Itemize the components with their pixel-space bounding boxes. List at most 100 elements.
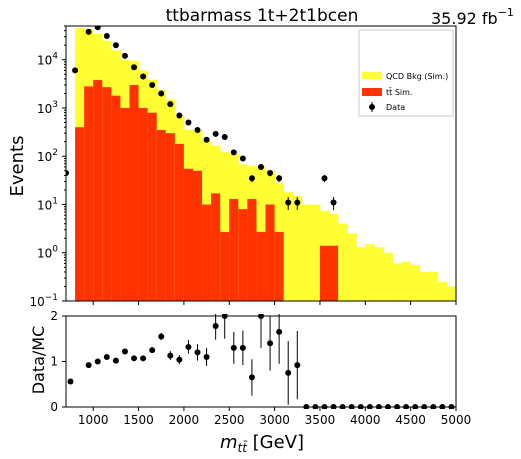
ttbar-bar: [220, 231, 230, 301]
ratio-point: [267, 340, 274, 347]
data-point: [194, 126, 201, 133]
ratio-panel: 0 1 2 1000 1500 2000 2500 3000 3500 4000 4500 5000: [50, 309, 472, 427]
ratio-point: [103, 353, 110, 360]
data-point: [185, 119, 192, 126]
data-point: [66, 169, 69, 176]
qcd-bar: [392, 263, 402, 301]
qcd-bar: [347, 233, 357, 301]
ratio-point: [94, 358, 101, 365]
ttbar-bar: [102, 87, 112, 301]
data-point: [248, 175, 255, 182]
ratio-point: [131, 355, 138, 362]
luminosity-exponent: −1: [498, 6, 514, 19]
data-point: [330, 199, 337, 206]
ttbar-bar: [84, 86, 94, 301]
legend: QCD Bkg (Sim.) tt̄ Sim. Data: [358, 29, 454, 117]
ratio-point: [121, 348, 128, 355]
ttbar-bar: [192, 170, 203, 301]
data-point: [158, 90, 165, 97]
x-tick-label: 5000: [441, 413, 472, 427]
y-tick-label: 10−1: [29, 293, 58, 309]
ttbar-bar: [202, 204, 212, 301]
ttbar-bar: [147, 112, 158, 301]
x-tick-label: 2500: [214, 413, 245, 427]
ttbar-bar: [229, 198, 239, 301]
qcd-bar: [383, 252, 393, 301]
qcd-bar: [220, 151, 230, 301]
x-tick-label: 3000: [259, 413, 290, 427]
ratio-point: [294, 362, 301, 369]
data-point: [85, 28, 92, 35]
data-point: [258, 163, 264, 170]
ttbar-bar: [75, 127, 85, 301]
ttbar-bar: [93, 80, 103, 301]
x-tick-label: 4000: [350, 413, 381, 427]
ratio-y-tick-label: 2: [50, 309, 58, 323]
ratio-point: [85, 362, 92, 369]
ttbar-bar: [274, 231, 285, 301]
y-tick-label: 100: [37, 245, 58, 261]
ratio-y-tick-label: 1: [50, 355, 58, 369]
data-point: [285, 199, 292, 206]
main-y-axis-label: Events: [7, 136, 28, 197]
qcd-bar: [365, 244, 375, 301]
data-point: [149, 81, 156, 88]
legend-swatch-qcd: [362, 72, 382, 79]
ttbar-bar: [247, 198, 257, 301]
x-tick-label: 1500: [123, 413, 154, 427]
data-point: [221, 134, 228, 141]
data-point: [176, 112, 183, 119]
y-tick-label: 103: [37, 100, 58, 116]
ratio-point: [276, 328, 283, 335]
ratio-point: [248, 374, 255, 381]
data-point: [103, 33, 110, 40]
ttbar-bar: [319, 245, 330, 301]
data-point: [131, 64, 138, 71]
data-point: [267, 169, 274, 176]
ttbar-bar: [156, 129, 167, 301]
data-point: [167, 101, 174, 108]
ttbar-bar: [120, 107, 130, 301]
main-panel: 10−1 100 101 102 103 104: [29, 25, 457, 309]
data-point: [212, 130, 219, 137]
y-tick-label: 102: [37, 148, 58, 164]
ttbar-bar: [211, 193, 221, 301]
ratio-point: [149, 347, 156, 354]
qcd-bar: [301, 204, 312, 301]
legend-swatch-ttbar: [362, 88, 382, 96]
luminosity-value: 35.92 fb: [431, 9, 498, 28]
qcd-bar: [410, 265, 421, 301]
main-plot-area: [66, 26, 456, 301]
qcd-bar: [356, 247, 366, 301]
y-tick-label: 101: [37, 196, 58, 212]
ttbar-bar: [256, 231, 266, 301]
ttbar-bar: [165, 133, 176, 301]
ratio-point: [167, 352, 174, 359]
ratio-point: [212, 323, 219, 330]
ttbar-bar: [265, 204, 276, 301]
ttbar-bar: [129, 84, 139, 301]
ratio-point: [230, 344, 237, 351]
qcd-bar: [419, 271, 430, 301]
ratio-point: [194, 349, 201, 356]
legend-label-ttbar: tt̄ Sim.: [386, 87, 412, 97]
qcd-bar: [428, 271, 439, 301]
ttbar-bar: [174, 143, 185, 301]
ratio-plot-area: [67, 314, 455, 409]
x-tick-label: 4500: [395, 413, 426, 427]
data-point: [94, 26, 101, 31]
data-point: [294, 199, 301, 206]
x-tick-label: 2000: [169, 413, 200, 427]
qcd-bar: [401, 261, 412, 301]
legend-label-data: Data: [386, 103, 405, 112]
qcd-bar: [292, 195, 303, 301]
data-point: [121, 52, 128, 59]
luminosity-label: 35.92 fb−1: [431, 6, 514, 28]
ratio-point: [185, 343, 192, 350]
ratio-point: [158, 333, 165, 340]
ttbar-bar: [183, 168, 194, 301]
ratio-point: [239, 344, 246, 351]
legend-label-qcd: QCD Bkg (Sim.): [386, 72, 448, 81]
data-point: [140, 73, 147, 80]
